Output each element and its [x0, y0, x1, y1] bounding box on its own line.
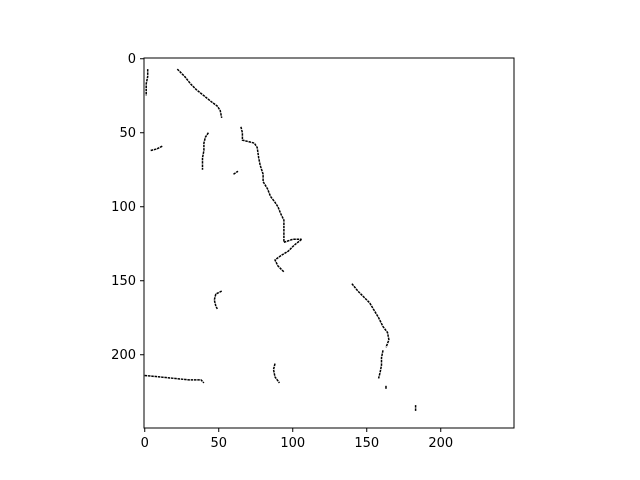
edge-point-13 [385, 385, 387, 389]
x-tick-label-4: 200 [428, 436, 453, 451]
plot-area [143, 57, 515, 429]
edge-strokes [144, 68, 417, 411]
edge-stroke-2 [150, 145, 163, 152]
axes-frame [143, 57, 515, 429]
x-tick-label-0: 0 [141, 436, 149, 451]
y-tick-label-0: 0 [128, 52, 136, 67]
edge-stroke-3 [201, 132, 210, 170]
edge-stroke-10 [272, 363, 281, 384]
edge-stroke-7 [233, 170, 239, 175]
y-tick-label-2: 100 [111, 200, 136, 215]
x-tick-label-2: 100 [280, 436, 305, 451]
image-background [144, 58, 514, 428]
edge-stroke-0 [176, 68, 223, 119]
edge-stroke-4 [240, 126, 285, 243]
x-axis: 0 50 100 150 200 [141, 428, 453, 451]
edge-stroke-11 [351, 283, 390, 348]
y-tick-label-1: 50 [119, 126, 136, 141]
x-tick-label-3: 150 [354, 436, 379, 451]
y-tick-label-4: 200 [111, 348, 136, 363]
edge-stroke-12 [377, 350, 384, 379]
x-tick-label-1: 50 [210, 436, 227, 451]
edge-stroke-9 [144, 374, 205, 384]
y-tick-label-3: 150 [111, 274, 136, 289]
edge-stroke-6 [274, 238, 303, 273]
edge-stroke-8 [213, 290, 223, 310]
y-axis: 0 50 100 150 200 [111, 52, 144, 363]
edge-stroke-5 [283, 238, 302, 244]
edge-stroke-1 [145, 69, 149, 96]
